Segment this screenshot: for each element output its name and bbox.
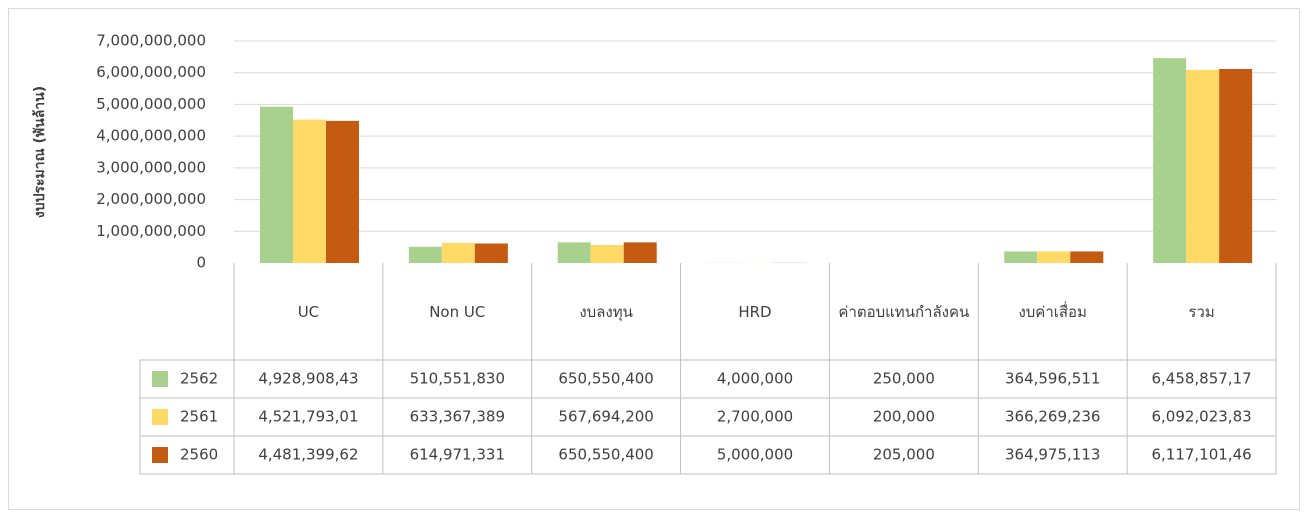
bar: [623, 242, 657, 263]
data-label: 6,092,023,83: [1151, 408, 1251, 426]
bar: [590, 244, 624, 263]
data-label: 6,117,101,46: [1151, 446, 1251, 464]
bar: [1070, 251, 1104, 263]
legend-swatch: [152, 371, 168, 387]
x-tick-label: HRD: [738, 302, 772, 321]
x-tick-label: รวม: [1188, 302, 1215, 321]
category-cell: HRD: [738, 302, 772, 321]
data-label: 200,000: [873, 408, 935, 426]
data-label: 4,928,908,43: [258, 370, 358, 388]
data-label: 6,458,857,17: [1151, 370, 1251, 388]
bar: [260, 106, 293, 263]
data-label: 5,000,000: [717, 446, 793, 464]
data-label: 567,694,200: [558, 408, 653, 426]
y-tick-label: 5,000,000,000: [96, 95, 206, 113]
category-cell: UC: [297, 302, 320, 321]
data-label: 205,000: [873, 446, 935, 464]
bar: [293, 119, 326, 263]
x-tick-label: ค่าตอบแทนกำลังคน: [838, 302, 970, 321]
x-tick-label: UC: [297, 302, 320, 321]
data-label: 650,550,400: [558, 370, 653, 388]
y-tick-label: 2,000,000,000: [96, 190, 206, 208]
bar: [408, 246, 442, 263]
category-cell: งบลงทุน: [579, 302, 633, 321]
data-label: 633,367,389: [410, 408, 505, 426]
bar: [474, 243, 508, 263]
category-cell: Non UC: [429, 302, 486, 321]
bar: [1037, 251, 1071, 263]
bar: [1004, 251, 1038, 263]
x-tick-label: งบค่าเสื่อม: [1018, 302, 1087, 321]
category-cell: งบค่าเสื่อม: [1018, 302, 1087, 321]
data-label: 366,269,236: [1005, 408, 1100, 426]
data-label: 250,000: [873, 370, 935, 388]
legend-label: 2562: [180, 370, 218, 388]
bar: [1186, 69, 1220, 264]
x-tick-label: Non UC: [429, 302, 486, 321]
bar: [441, 242, 475, 263]
y-tick-label: 4,000,000,000: [96, 127, 206, 145]
bar: [326, 120, 359, 263]
y-tick-label: 0: [196, 254, 206, 272]
data-label: 364,596,511: [1005, 370, 1100, 388]
y-axis-label: งบประมาณ (พันล้าน): [32, 86, 48, 218]
x-tick-label: งบลงทุน: [579, 302, 633, 321]
bar: [557, 242, 591, 263]
data-label: 364,975,113: [1005, 446, 1100, 464]
data-label: 510,551,830: [410, 370, 505, 388]
legend-label: 2561: [180, 408, 218, 426]
legend-swatch: [152, 447, 168, 463]
bar: [1153, 58, 1187, 263]
data-label: 4,481,399,62: [258, 446, 358, 464]
y-tick-label: 6,000,000,000: [96, 63, 206, 81]
data-label: 2,700,000: [717, 408, 793, 426]
data-label: 4,521,793,01: [258, 408, 358, 426]
legend-label: 2560: [180, 446, 218, 464]
data-label: 4,000,000: [717, 370, 793, 388]
data-label: 614,971,331: [410, 446, 505, 464]
y-tick-label: 7,000,000,000: [96, 32, 206, 50]
legend-swatch: [152, 409, 168, 425]
data-label: 650,550,400: [558, 446, 653, 464]
category-cell: รวม: [1188, 302, 1215, 321]
y-tick-label: 1,000,000,000: [96, 222, 206, 240]
bar: [1219, 69, 1253, 264]
y-tick-label: 3,000,000,000: [96, 158, 206, 176]
category-cell: ค่าตอบแทนกำลังคน: [838, 302, 970, 321]
